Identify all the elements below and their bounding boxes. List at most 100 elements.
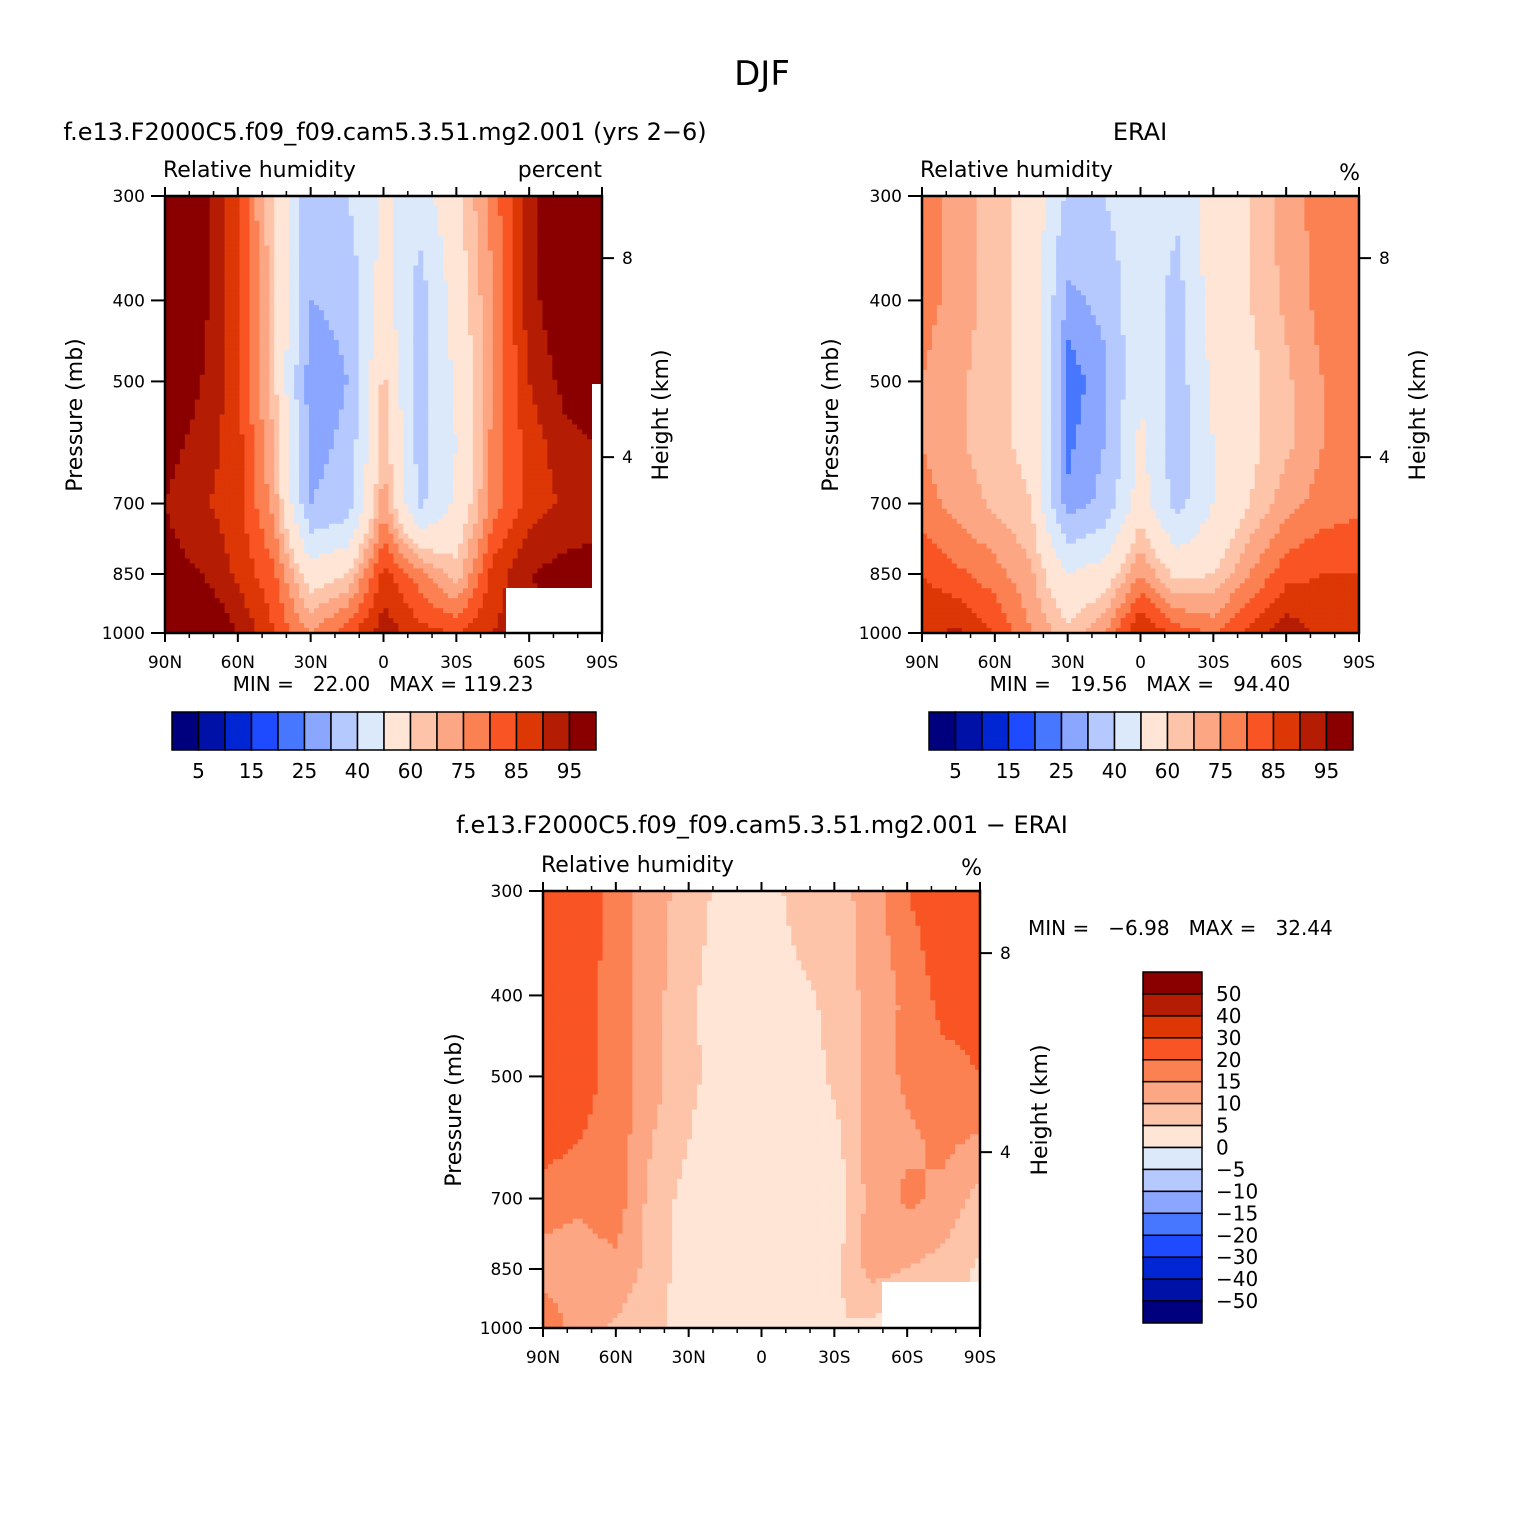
contour-cell (313, 474, 320, 480)
contour-cell (304, 305, 310, 311)
contour-cell (274, 335, 280, 341)
contour-cell (547, 210, 553, 217)
contour-cell (582, 394, 588, 401)
contour-cell (497, 369, 504, 376)
contour-cell (165, 200, 171, 207)
contour-cell (403, 384, 409, 391)
contour-cell (249, 434, 255, 440)
contour-cell (572, 310, 578, 316)
contour-cell (353, 315, 360, 321)
contour-cell (477, 369, 484, 376)
contour-cell (214, 449, 221, 455)
contour-cell (333, 220, 340, 227)
contour-cell (204, 335, 211, 341)
contour-cell (294, 454, 300, 460)
contour-cell (413, 250, 419, 257)
contour-cell (294, 419, 300, 426)
contour-cell (428, 344, 434, 351)
contour-cell (512, 260, 519, 267)
contour-cell (532, 379, 539, 386)
contour-cell (552, 409, 558, 416)
contour-cell (363, 469, 370, 475)
contour-cell (353, 250, 360, 257)
contour-cell (179, 404, 186, 411)
contour-cell (269, 454, 275, 460)
contour-cell (279, 419, 285, 426)
contour-cell (259, 399, 265, 406)
contour-cell (562, 359, 568, 366)
contour-cell (214, 389, 221, 396)
contour-cell (368, 349, 375, 356)
contour-cell (453, 225, 459, 232)
contour-cell (462, 275, 469, 282)
contour-cell (433, 325, 439, 331)
contour-cell (492, 240, 499, 247)
contour-cell (313, 205, 320, 212)
contour-cell (264, 399, 270, 406)
contour-cell (457, 364, 464, 371)
contour-cell (413, 444, 419, 450)
contour-cell (224, 290, 231, 296)
contour-cell (254, 404, 260, 411)
contour-cell (279, 434, 285, 440)
contour-cell (398, 330, 404, 336)
contour-cell (169, 220, 176, 227)
contour-cell (408, 359, 414, 366)
contour-cell (299, 245, 305, 252)
contour-cell (557, 424, 563, 430)
contour-cell (577, 275, 583, 282)
contour-cell (467, 240, 474, 247)
contour-cell (323, 409, 330, 416)
contour-cell (224, 315, 231, 321)
contour-cell (532, 320, 539, 326)
contour-cell (477, 265, 484, 272)
contour-cell (453, 325, 459, 331)
contour-cell (388, 295, 395, 301)
contour-cell (318, 260, 325, 267)
contour-cell (373, 439, 380, 445)
contour-cell (313, 449, 320, 455)
contour-cell (323, 250, 330, 257)
contour-cell (279, 240, 285, 247)
contour-cell (448, 449, 454, 455)
contour-cell (309, 320, 315, 326)
contour-cell (353, 245, 360, 252)
contour-cell (189, 335, 196, 341)
contour-cell (313, 270, 320, 277)
contour-cell (353, 434, 360, 440)
contour-cell (393, 399, 399, 406)
contour-cell (328, 275, 335, 282)
contour-cell (338, 290, 345, 296)
contour-cell (497, 399, 504, 406)
contour-cell (477, 260, 484, 267)
contour-cell (457, 374, 464, 381)
contour-cell (323, 320, 330, 326)
contour-cell (393, 275, 399, 282)
contour-cell (313, 265, 320, 272)
contour-cell (363, 280, 370, 286)
contour-cell (438, 270, 444, 277)
contour-cell (294, 205, 300, 212)
contour-cell (338, 459, 345, 465)
contour-cell (383, 389, 390, 396)
contour-cell (165, 210, 171, 217)
contour-cell (204, 414, 211, 421)
contour-cell (428, 444, 434, 450)
contour-cell (438, 359, 444, 366)
contour-cell (388, 330, 395, 336)
contour-cell (249, 379, 255, 386)
contour-cell (547, 414, 553, 421)
contour-cell (433, 335, 439, 341)
contour-cell (433, 389, 439, 396)
contour-cell (254, 340, 260, 346)
contour-cell (368, 444, 375, 450)
contour-cell (522, 434, 529, 440)
contour-cell (433, 454, 439, 460)
contour-cell (443, 250, 449, 257)
contour-cell (204, 265, 211, 272)
contour-cell (309, 394, 315, 401)
contour-cell (492, 419, 499, 426)
contour-cell (378, 419, 385, 426)
contour-cell (418, 280, 424, 286)
contour-cell (428, 245, 434, 252)
